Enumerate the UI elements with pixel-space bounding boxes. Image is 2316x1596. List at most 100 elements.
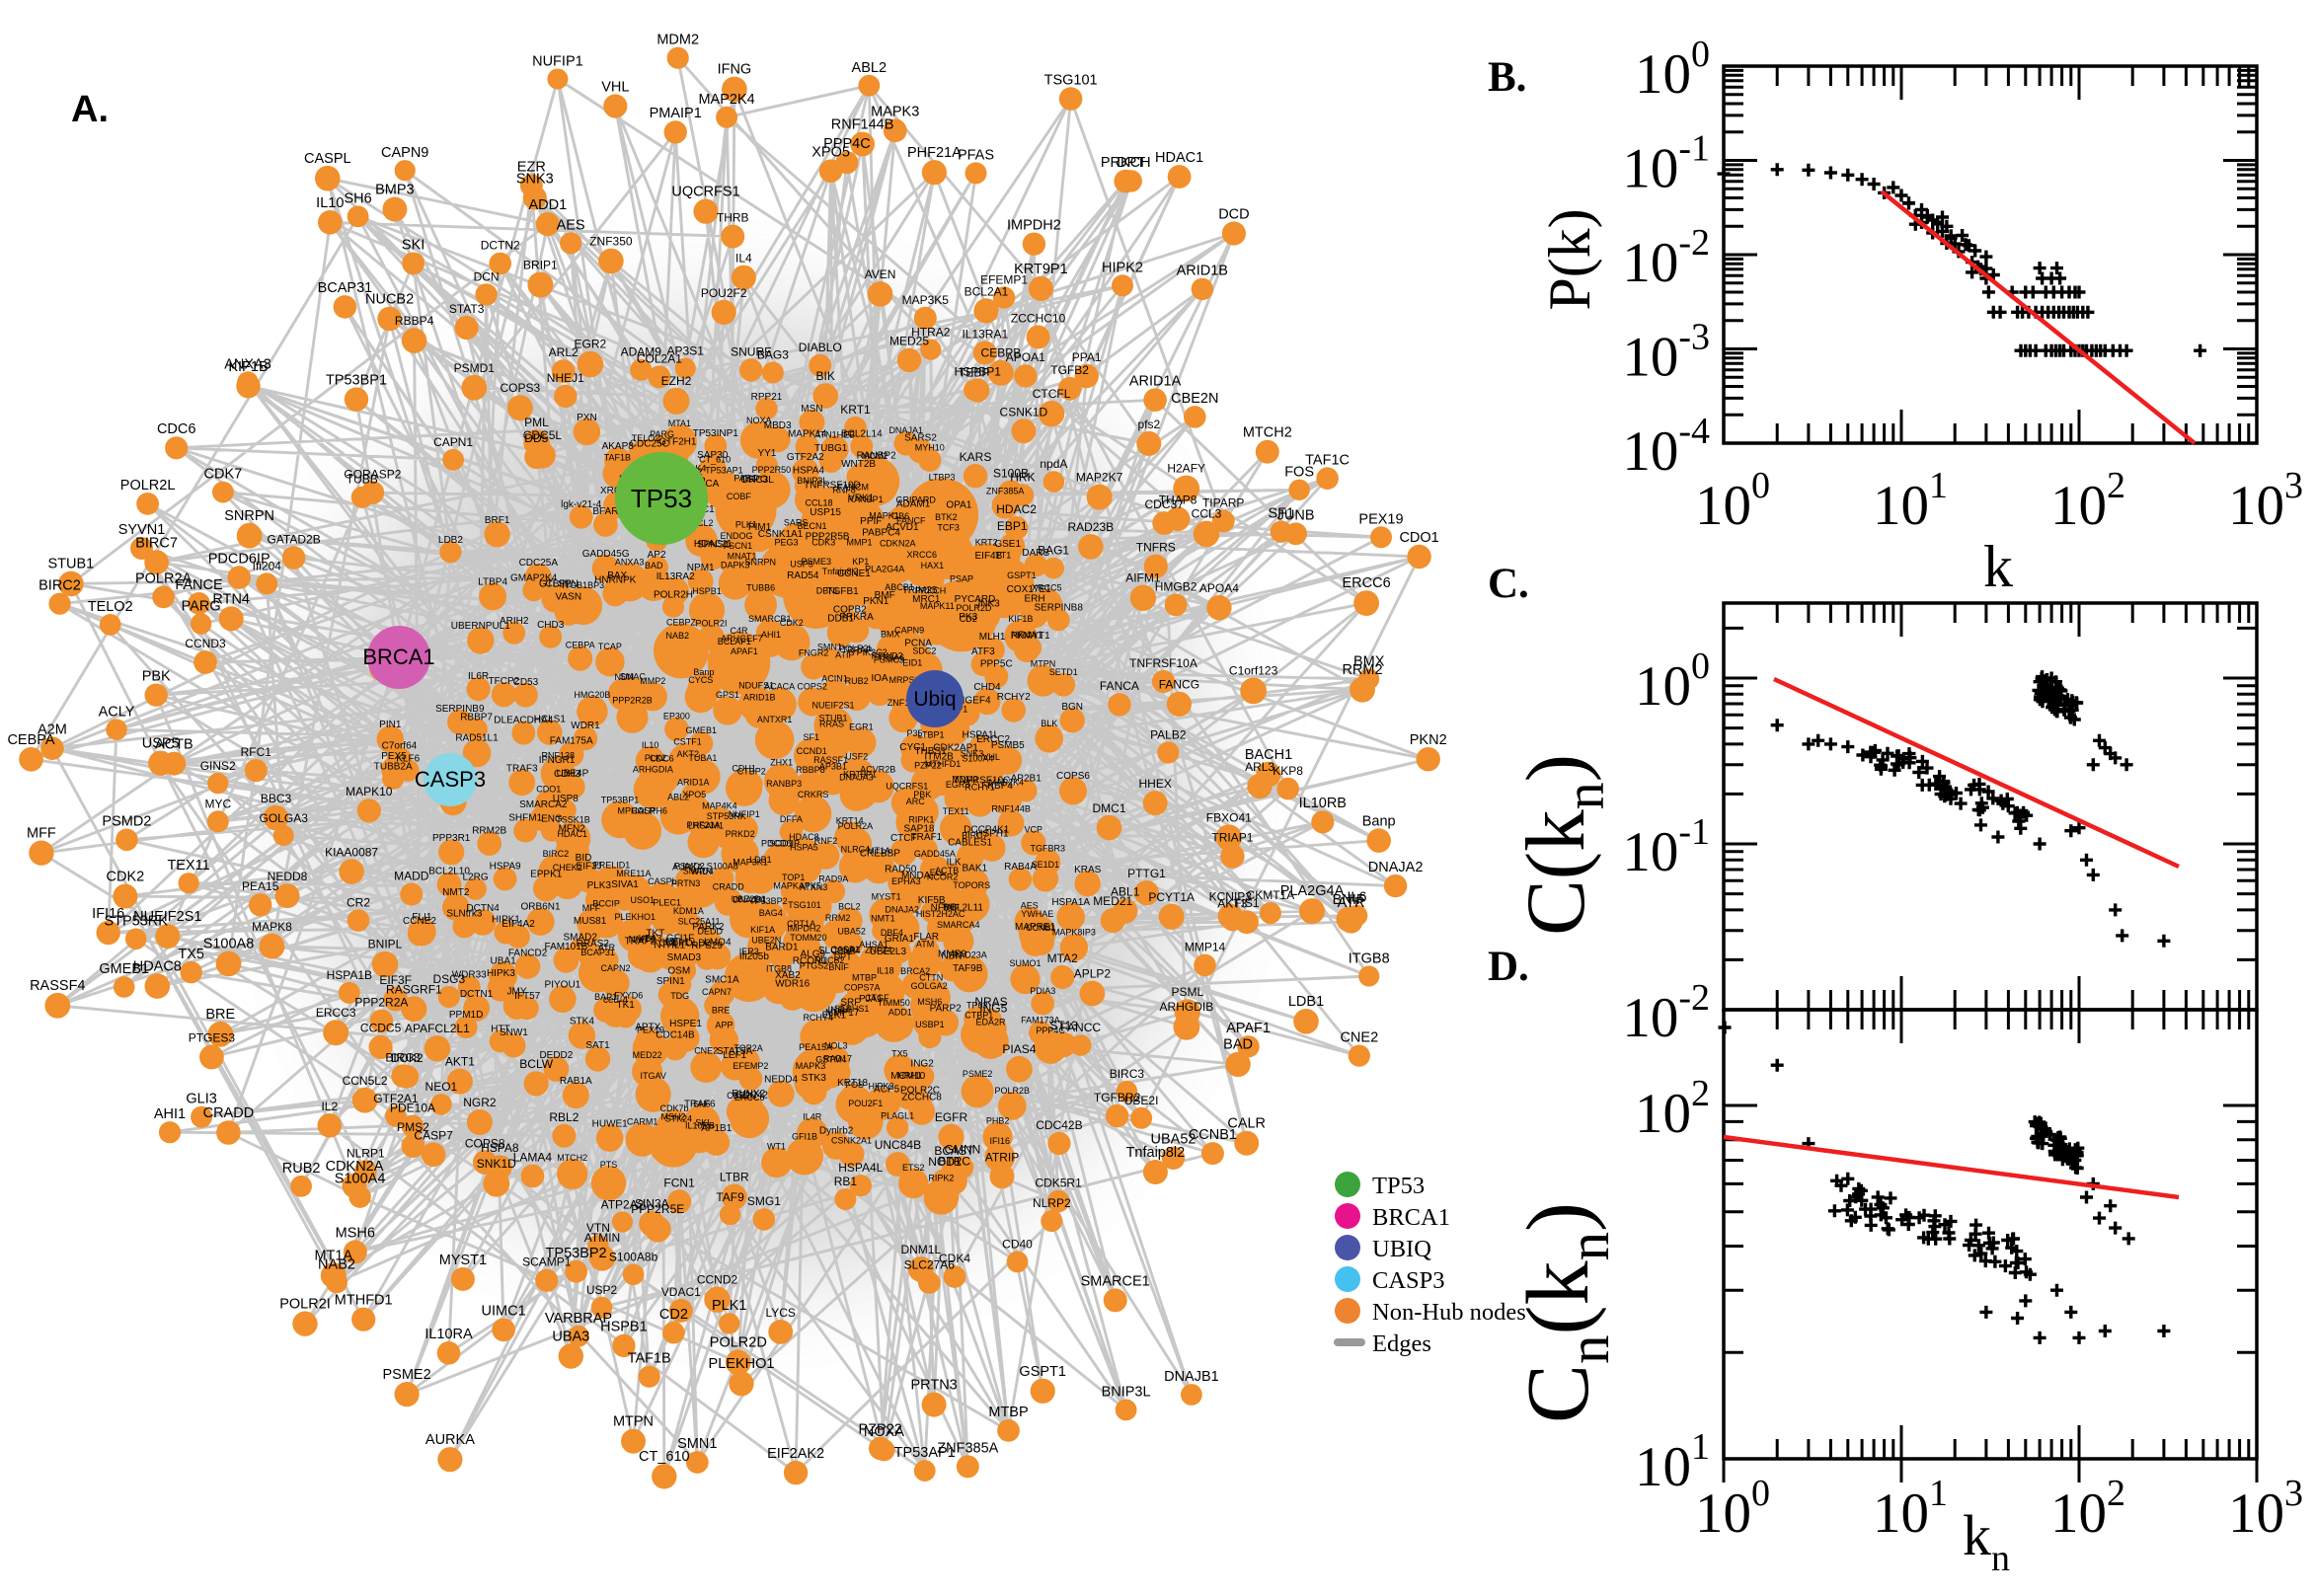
svg-text:SNK1D: SNK1D (477, 1157, 516, 1171)
svg-text:PRKCH: PRKCH (915, 586, 947, 596)
svg-text:PIYOU1: PIYOU1 (545, 980, 581, 991)
svg-text:PLA2G4A: PLA2G4A (865, 565, 904, 574)
svg-text:USO1: USO1 (631, 895, 656, 905)
svg-text:PARC: PARC (733, 473, 758, 483)
svg-text:C(kn): C(kn) (1509, 754, 1616, 936)
svg-text:SF1: SF1 (1269, 506, 1295, 522)
svg-text:BMX: BMX (881, 630, 900, 640)
svg-text:TCF3: TCF3 (937, 523, 960, 533)
svg-text:DLEACDHA4: DLEACDHA4 (494, 716, 553, 726)
svg-text:SKI: SKI (695, 1117, 710, 1127)
svg-text:ST13: ST13 (1049, 1019, 1078, 1032)
svg-text:EID1: EID1 (902, 657, 922, 667)
svg-text:RBBP8: RBBP8 (796, 765, 825, 775)
svg-text:FANCF: FANCF (896, 515, 926, 525)
svg-text:SE1D1: SE1D1 (1032, 860, 1060, 870)
svg-text:APTX: APTX (635, 1023, 660, 1033)
svg-text:XPO5: XPO5 (682, 790, 706, 799)
svg-text:BTK2: BTK2 (935, 512, 958, 522)
svg-text:MED25: MED25 (889, 335, 929, 348)
svg-text:CDK2: CDK2 (780, 618, 804, 628)
svg-text:PRKD2: PRKD2 (726, 829, 755, 839)
svg-text:CDC6: CDC6 (157, 421, 195, 437)
svg-text:DCTN2: DCTN2 (481, 239, 520, 253)
svg-text:RIPK1: RIPK1 (908, 815, 934, 825)
svg-text:VCP: VCP (1025, 824, 1043, 834)
svg-text:PRKCH: PRKCH (1101, 155, 1151, 171)
svg-text:NDN: NDN (615, 672, 635, 682)
svg-text:PHF21A: PHF21A (907, 145, 962, 161)
svg-text:EIF4A2: EIF4A2 (502, 919, 535, 930)
svg-text:CASPL: CASPL (304, 151, 351, 167)
svg-text:HNRNPK: HNRNPK (594, 575, 637, 586)
svg-text:UBE4P: UBE4P (557, 769, 589, 780)
svg-text:AKT1: AKT1 (445, 1055, 475, 1069)
svg-text:DDB1: DDB1 (827, 613, 854, 624)
svg-text:POLR2A: POLR2A (838, 821, 874, 831)
svg-text:CD2: CD2 (960, 614, 977, 624)
svg-text:CDKN2A: CDKN2A (326, 1159, 384, 1175)
svg-text:CDK2AP1: CDK2AP1 (933, 743, 978, 754)
svg-text:PABPC4: PABPC4 (862, 527, 900, 538)
svg-text:IL10RB: IL10RB (685, 1121, 715, 1131)
svg-text:ENG: ENG (541, 814, 563, 825)
svg-text:CCNE1: CCNE1 (837, 569, 871, 579)
svg-text:BBC3: BBC3 (261, 792, 292, 805)
svg-text:ARID1A: ARID1A (677, 778, 710, 788)
svg-text:ARL2: ARL2 (549, 345, 579, 359)
svg-text:CAPN9: CAPN9 (381, 145, 428, 161)
svg-text:VHL: VHL (982, 752, 1000, 762)
svg-text:MT1A: MT1A (867, 846, 890, 856)
svg-text:DEDD2: DEDD2 (539, 1050, 573, 1061)
svg-text:KRT9P1: KRT9P1 (843, 770, 877, 780)
svg-text:KRAS: KRAS (1074, 865, 1102, 875)
svg-text:COBF: COBF (727, 492, 752, 501)
svg-text:IOA: IOA (871, 673, 888, 684)
svg-text:NOD1: NOD1 (928, 1155, 962, 1169)
svg-text:Ifi204: Ifi204 (253, 559, 282, 572)
svg-text:XPO5: XPO5 (811, 144, 850, 160)
svg-text:DARS: DARS (1022, 548, 1049, 559)
svg-text:BCCIP: BCCIP (592, 898, 620, 908)
svg-text:MCL2: MCL2 (689, 518, 713, 528)
svg-text:HIPK2: HIPK2 (1102, 260, 1143, 275)
svg-text:SAT1: SAT1 (585, 1040, 610, 1051)
svg-text:AES: AES (1021, 901, 1039, 911)
svg-text:RNF8: RNF8 (832, 486, 856, 495)
svg-text:UQCRFS1: UQCRFS1 (886, 781, 928, 791)
svg-text:CTCFL: CTCFL (1033, 387, 1071, 401)
svg-text:NRAS: NRAS (974, 995, 1007, 1009)
svg-text:CDK3: CDK3 (811, 538, 835, 548)
svg-text:IL13RA1: IL13RA1 (962, 327, 1008, 341)
svg-text:POLR2I: POLR2I (695, 619, 727, 629)
svg-text:PSMD2: PSMD2 (102, 814, 151, 830)
svg-text:APLP2: APLP2 (1074, 967, 1112, 981)
svg-text:OPA1: OPA1 (946, 500, 971, 511)
svg-text:ARID1B: ARID1B (1177, 264, 1228, 279)
svg-text:XRCC5: XRCC5 (1032, 583, 1062, 593)
svg-text:MAP4K4: MAP4K4 (702, 801, 737, 811)
svg-text:DCTN1: DCTN1 (460, 989, 494, 1000)
svg-text:IFNGR1: IFNGR1 (539, 755, 576, 766)
svg-text:NCOR2: NCOR2 (927, 872, 959, 881)
svg-text:TAF1B: TAF1B (604, 453, 631, 463)
svg-text:TRAF1: TRAF1 (911, 832, 943, 843)
svg-text:USF2: USF2 (845, 752, 868, 762)
svg-text:Cn(kn): Cn(kn) (1509, 1202, 1621, 1423)
svg-text:NDUFS1: NDUFS1 (738, 680, 774, 690)
svg-text:KRT9P1: KRT9P1 (1014, 262, 1068, 277)
svg-text:C4R: C4R (730, 626, 748, 636)
svg-text:BAK1: BAK1 (963, 863, 988, 874)
svg-text:SMARCA2: SMARCA2 (519, 799, 568, 810)
svg-text:GTF2H1: GTF2H1 (658, 436, 697, 447)
svg-text:CCL18: CCL18 (805, 498, 832, 508)
svg-text:RRM2: RRM2 (1342, 662, 1382, 678)
svg-text:RBL2: RBL2 (549, 1110, 579, 1124)
svg-text:DPT: DPT (834, 951, 853, 961)
svg-text:AP3S1: AP3S1 (667, 344, 705, 358)
svg-text:TOMM20: TOMM20 (790, 933, 826, 943)
svg-text:ING2: ING2 (910, 1058, 934, 1069)
svg-text:ARHGEF7: ARHGEF7 (721, 634, 763, 644)
svg-text:PPP2R5B: PPP2R5B (806, 532, 850, 543)
svg-text:C1orf123: C1orf123 (1229, 664, 1278, 678)
